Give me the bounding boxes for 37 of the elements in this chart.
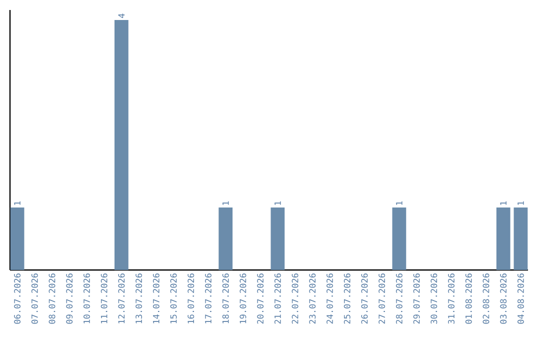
- data-label: 1: [222, 201, 229, 205]
- x-tick-label: 24.07.2026: [326, 274, 333, 324]
- x-tick-label: 17.07.2026: [205, 274, 212, 324]
- x-tick-label: 18.07.2026: [222, 274, 229, 324]
- x-tick-label: 23.07.2026: [309, 274, 316, 324]
- x-tick-label: 12.07.2026: [118, 274, 125, 324]
- x-tick-label: 26.07.2026: [361, 274, 368, 324]
- data-label: 4: [118, 14, 125, 18]
- data-label: 1: [14, 201, 20, 205]
- x-tick-label: 29.07.2026: [413, 274, 420, 324]
- data-label: 1: [500, 201, 506, 205]
- x-tick-label: 27.07.2026: [378, 274, 386, 324]
- x-tick-label: 19.07.2026: [240, 274, 246, 324]
- x-tick-label: 13.07.2026: [136, 274, 142, 324]
- x-tick-label: 03.08.2026: [500, 274, 507, 324]
- x-tick-label: 11.07.2026: [100, 274, 108, 324]
- x-tick-label: 15.07.2026: [170, 274, 177, 324]
- x-tick-label: 28.07.2026: [396, 274, 402, 324]
- data-label: 1: [274, 201, 281, 205]
- x-tick-label: 10.07.2026: [84, 274, 90, 324]
- x-tick-label: 08.07.2026: [48, 274, 56, 324]
- x-tick-label: 21.07.2026: [274, 274, 281, 324]
- x-tick-label: 31.07.2026: [448, 274, 455, 324]
- x-tick-label: 30.07.2026: [430, 274, 438, 324]
- x-tick-label: 14.07.2026: [152, 274, 160, 324]
- data-label: 1: [518, 201, 524, 205]
- x-tick-label: 16.07.2026: [188, 274, 194, 324]
- x-tick-label: 09.07.2026: [66, 274, 73, 324]
- x-tick-label: 04.08.2026: [517, 274, 524, 324]
- x-tick-label: 20.07.2026: [257, 274, 264, 324]
- x-tick-label: 22.07.2026: [292, 274, 298, 324]
- x-tick-label: 07.07.2026: [31, 274, 38, 324]
- x-tick-label: 25.07.2026: [344, 274, 350, 324]
- x-tick-label: 06.07.2026: [14, 274, 21, 324]
- x-tick-label: 01.08.2026: [465, 274, 472, 324]
- x-tick-label: 02.08.2026: [482, 274, 490, 324]
- data-label: 1: [396, 201, 402, 205]
